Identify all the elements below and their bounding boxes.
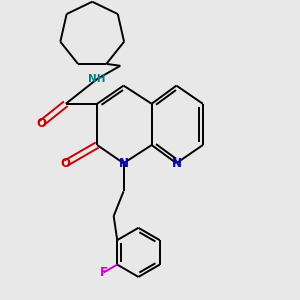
Text: N: N (171, 157, 182, 170)
Text: F: F (100, 266, 108, 279)
Text: O: O (36, 117, 46, 130)
Text: O: O (61, 157, 71, 170)
Text: NH: NH (88, 74, 106, 84)
Text: N: N (118, 157, 129, 170)
